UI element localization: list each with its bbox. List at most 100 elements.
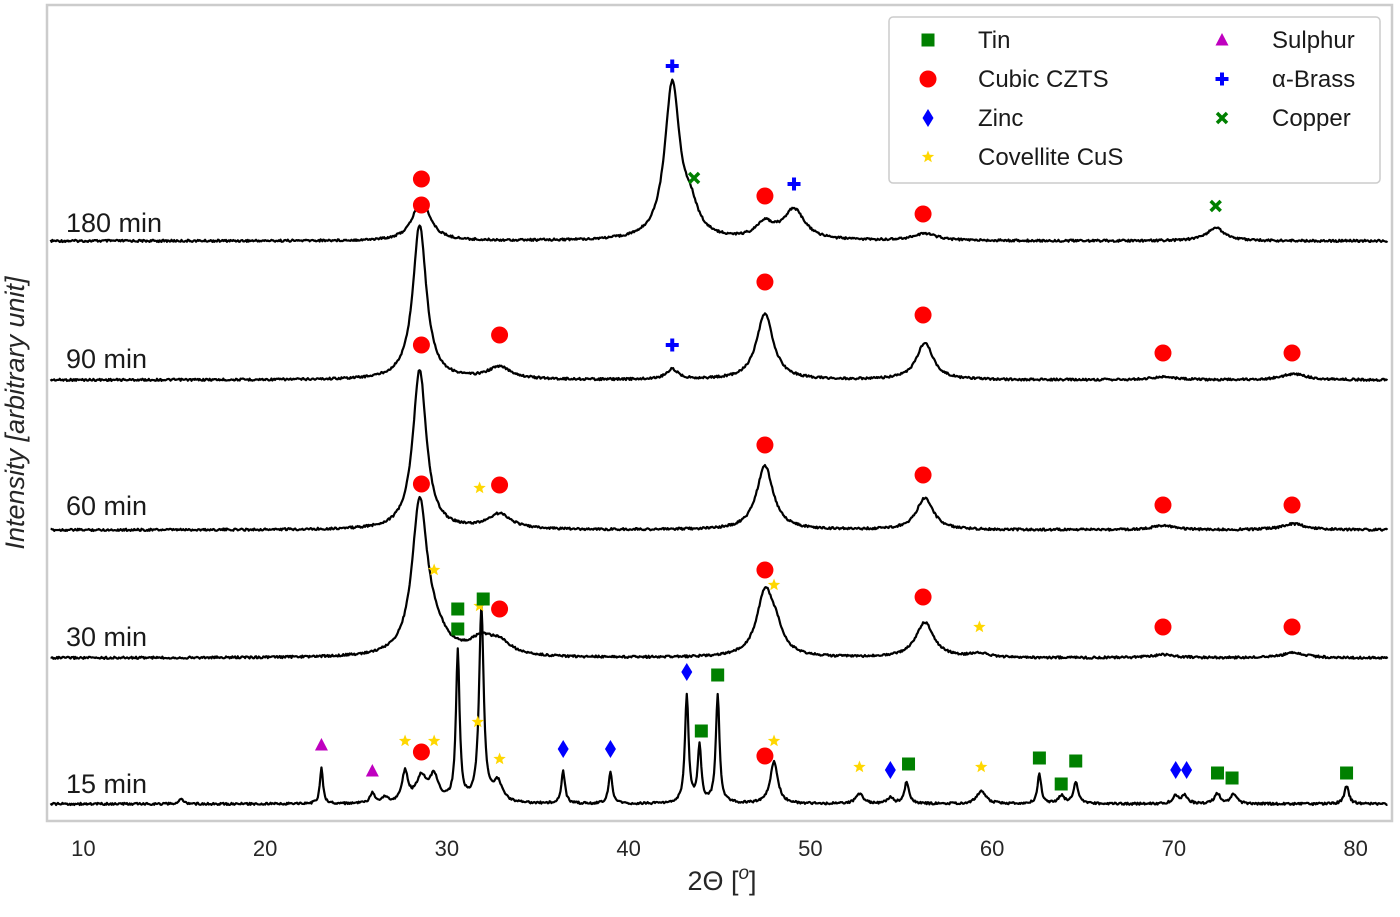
legend: Tin Cubic CZTS Zinc Covellite CuS Sulphur α-B…: [888, 16, 1381, 184]
legend-marker: [1215, 72, 1229, 86]
phase-marker: [1069, 754, 1083, 768]
phase-marker: [1340, 766, 1354, 780]
legend-label: Covellite CuS: [978, 144, 1123, 171]
phase-marker: [975, 760, 988, 773]
phase-marker: [1211, 766, 1225, 780]
phase-marker: [557, 740, 569, 758]
phase-marker: [902, 757, 916, 771]
phase-marker: [412, 196, 430, 214]
phase-marker: [1170, 761, 1182, 779]
phase-marker: [756, 561, 774, 579]
legend-marker: [921, 150, 935, 163]
phase-marker: [711, 668, 725, 682]
phase-marker: [694, 724, 708, 738]
phase-marker: [427, 734, 441, 747]
phase-marker: [1209, 199, 1222, 213]
legend-label: Cubic CZTS: [978, 66, 1109, 93]
phase-marker: [787, 177, 801, 191]
phase-marker: [491, 600, 509, 618]
x-tick-label: 50: [798, 836, 822, 861]
phase-marker: [1283, 618, 1301, 636]
phase-marker: [471, 715, 484, 728]
phase-marker: [1283, 496, 1301, 514]
legend-label: Tin: [978, 27, 1010, 54]
phase-marker: [451, 622, 465, 636]
phase-marker: [476, 592, 490, 606]
phase-marker: [973, 620, 986, 633]
phase-marker: [767, 734, 781, 747]
trace-label: 60 min: [66, 491, 147, 521]
phase-marker: [493, 752, 506, 765]
phase-marker: [1032, 751, 1046, 765]
phase-marker: [665, 338, 679, 352]
x-axis-label: 2Θ [o]: [687, 863, 756, 896]
legend-marker: [922, 109, 934, 127]
legend-marker: [919, 70, 937, 88]
xrd-trace: [49, 78, 1389, 244]
phase-marker: [756, 436, 774, 454]
phase-marker: [604, 740, 616, 758]
x-tick-layer: 10 20 30 40 50 60 70 80: [71, 836, 1368, 861]
phase-marker: [1054, 777, 1068, 791]
x-tick-label: 20: [253, 836, 277, 861]
xrd-trace: [50, 495, 1389, 660]
legend-label: Zinc: [978, 105, 1023, 132]
xrd-trace: [49, 224, 1389, 383]
phase-marker: [1154, 344, 1172, 362]
trace-label: 90 min: [66, 344, 147, 374]
phase-marker: [412, 336, 430, 354]
xrd-trace: [50, 369, 1389, 533]
phase-marker: [412, 475, 430, 493]
phase-marker: [412, 170, 430, 188]
phase-marker: [314, 738, 328, 751]
phase-marker: [1283, 344, 1301, 362]
legend-label: α-Brass: [1272, 66, 1355, 93]
x-tick-label: 30: [435, 836, 459, 861]
phase-marker: [914, 205, 932, 223]
y-axis-label: Intensity [arbitrary unit]: [0, 275, 30, 550]
phase-marker: [1225, 771, 1239, 785]
phase-marker: [451, 602, 465, 616]
phase-marker: [687, 171, 701, 185]
phase-marker: [427, 563, 441, 576]
phase-marker: [884, 761, 896, 779]
phase-marker-layer: [314, 59, 1354, 791]
phase-marker: [1154, 496, 1172, 514]
phase-marker: [681, 663, 693, 681]
trace-label-layer: 180 min 90 min 60 min 30 min 15 min: [66, 208, 162, 799]
phase-marker: [756, 187, 774, 205]
xrd-trace: [49, 602, 1388, 807]
trace-label: 15 min: [66, 769, 147, 799]
phase-marker: [914, 306, 932, 324]
phase-marker: [756, 747, 774, 765]
phase-marker: [756, 273, 774, 291]
legend-marker: [1215, 111, 1229, 125]
phase-marker: [853, 760, 866, 773]
x-tick-label: 60: [980, 836, 1004, 861]
phase-marker: [398, 734, 412, 747]
phase-marker: [1154, 618, 1172, 636]
phase-marker: [665, 59, 679, 73]
phase-marker: [767, 578, 781, 591]
legend-label: Copper: [1272, 105, 1351, 132]
x-axis-label-superscript: o: [738, 863, 749, 884]
phase-marker: [473, 481, 486, 494]
x-tick-label: 70: [1162, 836, 1186, 861]
phase-marker: [1181, 761, 1193, 779]
x-tick-label: 10: [71, 836, 95, 861]
legend-label: Sulphur: [1272, 27, 1355, 54]
trace-label: 180 min: [66, 208, 162, 238]
trace-layer: [49, 78, 1389, 807]
phase-marker: [914, 588, 932, 606]
phase-marker: [491, 476, 509, 494]
phase-marker: [412, 743, 430, 761]
x-tick-label: 40: [616, 836, 640, 861]
trace-label: 30 min: [66, 622, 147, 652]
phase-marker: [491, 326, 509, 344]
legend-marker: [1215, 33, 1229, 46]
legend-marker: [921, 33, 935, 47]
legend-box: [888, 16, 1381, 184]
phase-marker: [365, 764, 379, 777]
